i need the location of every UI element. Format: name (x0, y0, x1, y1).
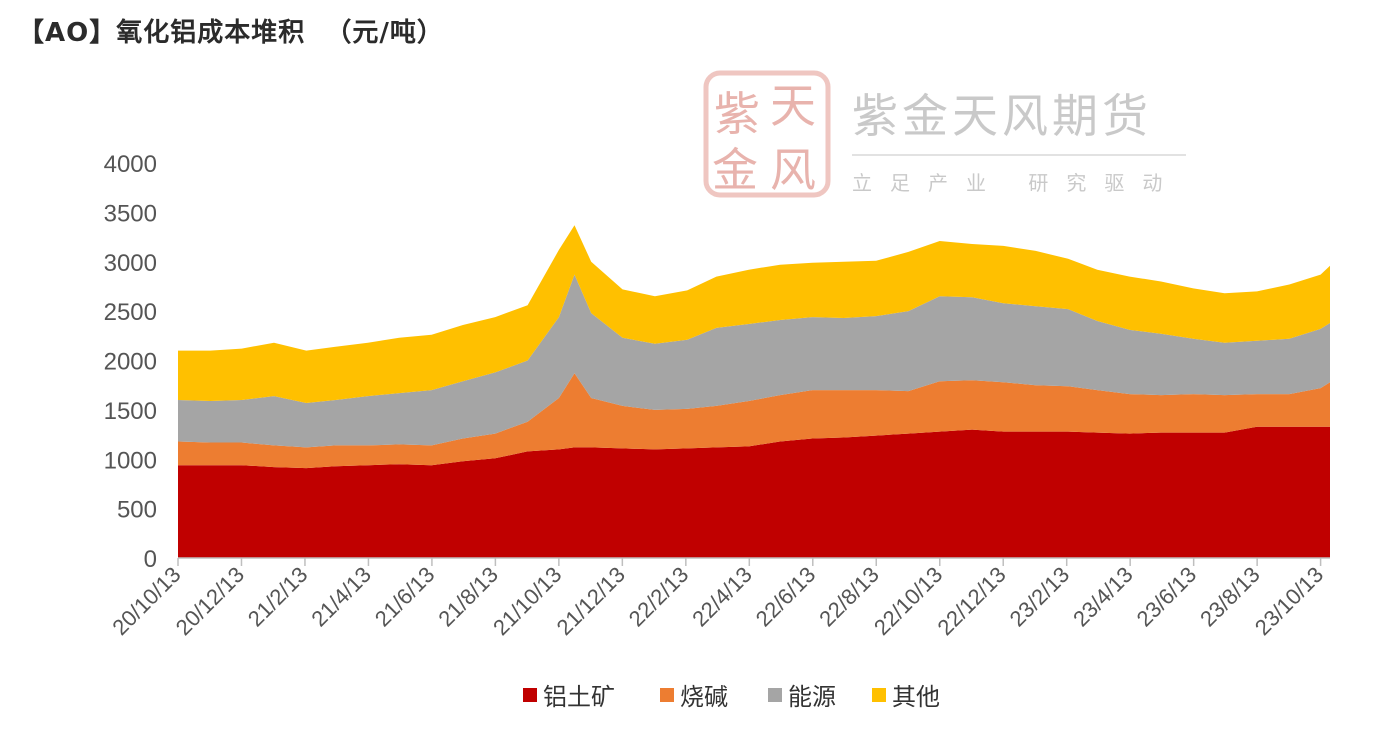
x-tick-label: 22/6/13 (751, 562, 821, 632)
watermark-seal-icon (703, 70, 831, 198)
area-series-铝土矿 (178, 426, 1330, 558)
legend-label: 烧碱 (680, 683, 728, 711)
chart-title: 【AO】氧化铝成本堆积 （元/吨） (18, 18, 444, 48)
y-tick-label: 2000 (104, 349, 157, 376)
legend-label: 其他 (892, 683, 940, 711)
area-series-烧碱 (178, 373, 1330, 469)
y-tick-label: 1000 (104, 447, 157, 474)
y-tick-label: 2500 (104, 299, 157, 326)
watermark-seal-char: 天 (770, 79, 816, 133)
chart-legend: 铝土矿 烧碱 能源 其他 (523, 683, 940, 711)
y-tick-label: 1500 (104, 398, 157, 425)
watermark-slogan: 立足产业 研究驱动 (852, 171, 1180, 195)
area-series-能源 (178, 274, 1330, 448)
x-tick-label: 22/2/13 (624, 562, 694, 632)
y-tick-label: 4000 (104, 151, 157, 178)
x-tick-label: 22/4/13 (687, 562, 757, 632)
area-series-其他 (178, 225, 1330, 403)
legend-label: 铝土矿 (543, 683, 615, 711)
chart-areas (178, 225, 1330, 558)
legend-swatch (872, 688, 886, 702)
legend-label: 能源 (788, 683, 836, 711)
legend-swatch (660, 688, 674, 702)
watermark-seal-char: 金 (712, 143, 758, 197)
legend-swatch (523, 688, 537, 702)
watermark-seal-char: 风 (770, 143, 816, 197)
x-tick-label: 21/6/13 (370, 562, 440, 632)
x-tick-label: 21/10/13 (488, 562, 566, 640)
x-tick-label: 21/2/13 (243, 562, 313, 632)
y-tick-label: 500 (117, 497, 157, 524)
x-tick-label: 21/12/13 (552, 562, 630, 640)
watermark: 紫天金 风紫金天风期货立足产业 研究驱动 (703, 70, 1186, 198)
x-tick-label: 23/6/13 (1132, 562, 1202, 632)
x-tick-label: 22/12/13 (933, 562, 1011, 640)
legend-swatch (768, 688, 782, 702)
watermark-seal-char: 紫 (714, 87, 760, 141)
x-tick-label: 20/12/13 (171, 562, 249, 640)
x-tick-label: 22/10/13 (869, 562, 947, 640)
y-tick-label: 3000 (104, 250, 157, 277)
watermark-brand: 紫金天风期货 (852, 89, 1152, 143)
y-tick-label: 3500 (104, 200, 157, 227)
x-tick-label: 23/2/13 (1005, 562, 1075, 632)
x-tick-label: 23/10/13 (1250, 562, 1328, 640)
x-tick-label: 23/4/13 (1068, 562, 1138, 632)
x-tick-label: 21/4/13 (306, 562, 376, 632)
x-tick-label: 20/10/13 (107, 562, 185, 640)
y-tick-label: 0 (144, 546, 157, 573)
